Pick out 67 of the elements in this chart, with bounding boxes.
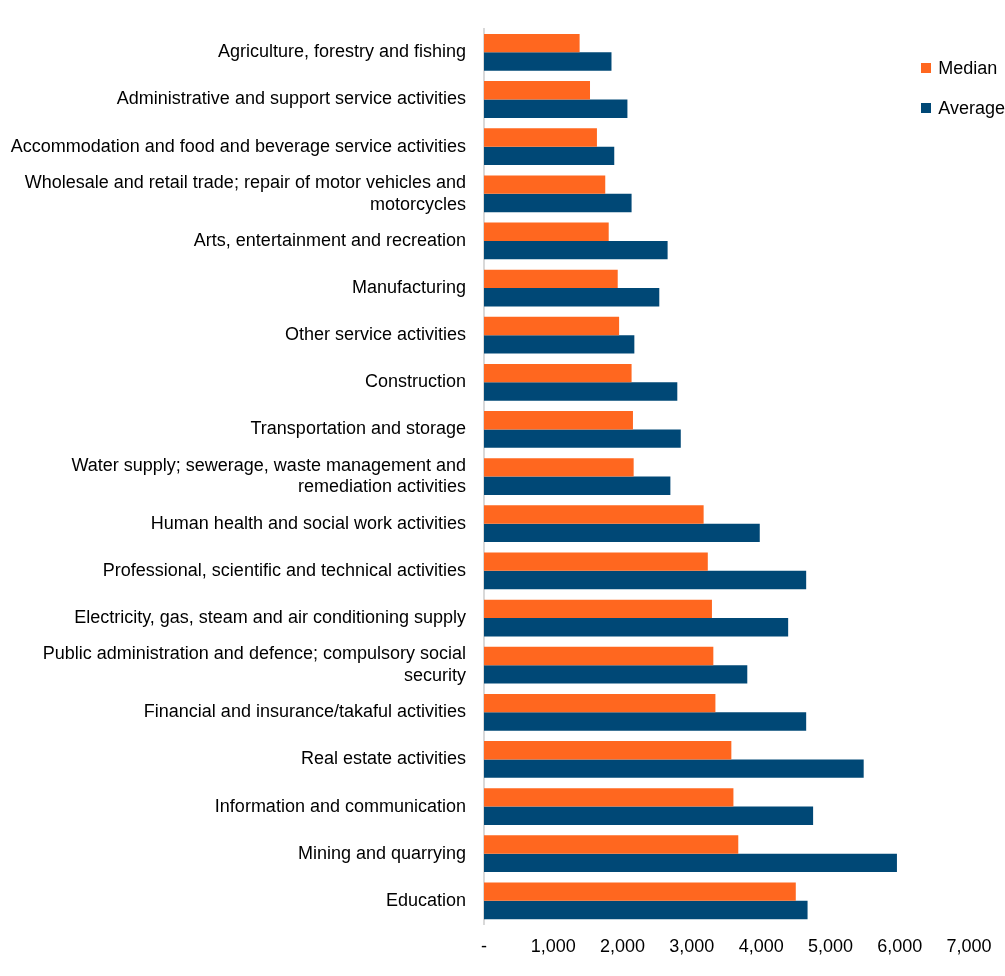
x-tick-label: 7,000: [946, 936, 992, 957]
bar: [484, 570, 807, 590]
x-tick-label: 6,000: [877, 936, 923, 957]
y-tick-label: Mining and quarrying: [297, 842, 466, 863]
y-tick-label: Accommodation and food and beverage service activities: [10, 135, 466, 156]
x-tick-label: 5,000: [807, 936, 853, 957]
bar: [484, 52, 612, 71]
bar: [484, 552, 708, 571]
bar: [484, 712, 807, 731]
bar: [484, 81, 591, 100]
bar: [484, 316, 620, 336]
bar: [484, 429, 681, 448]
y-tick-label: Manufacturing: [351, 277, 466, 298]
y-tick-label: Education: [385, 889, 466, 910]
y-tick-label: Electricity, gas, steam and air conditioning supply: [74, 606, 466, 627]
bar: [484, 741, 732, 760]
bar: [484, 240, 668, 260]
bar: [484, 193, 632, 213]
bar: [484, 288, 660, 307]
bar: [484, 382, 678, 401]
y-tick-label: Administrative and support service activities: [116, 88, 466, 109]
legend-label: Median: [938, 57, 998, 79]
x-tick-label: 1,000: [530, 936, 576, 957]
bar: [484, 882, 796, 901]
y-tick-label: Financial and insurance/takaful activities: [143, 701, 466, 722]
y-tick-label: Agriculture, forestry and fishing: [217, 41, 466, 62]
bar: [484, 618, 789, 637]
bar: [484, 693, 716, 713]
legend-label: Average: [938, 97, 1005, 119]
y-tick-label: Human health and social work activities: [150, 512, 466, 533]
x-tick-label: 3,000: [669, 936, 715, 957]
bar: [484, 128, 597, 147]
x-tick-label: 2,000: [600, 936, 646, 957]
y-tick-label: Construction: [364, 371, 466, 392]
bar: [484, 523, 760, 543]
bar: [484, 788, 734, 807]
bar: [484, 33, 580, 53]
bar: [484, 222, 609, 241]
y-tick-label: Public administration and defence; compulsory social security: [42, 643, 466, 685]
bar: [484, 599, 712, 619]
y-tick-label: Professional, scientific and technical activities: [102, 559, 466, 580]
bar: [484, 646, 714, 666]
x-tick-label: -: [481, 936, 487, 957]
bar: [484, 665, 748, 684]
bar: [484, 335, 635, 354]
y-tick-label: Information and communication: [214, 795, 466, 816]
bar: [484, 269, 618, 289]
y-tick-label: Real estate activities: [300, 748, 466, 769]
y-tick-label: Transportation and storage: [250, 418, 466, 439]
y-tick-label: Arts, entertainment and recreation: [193, 229, 466, 250]
bar: [484, 458, 634, 477]
bar: [484, 505, 704, 524]
bar: [484, 99, 628, 118]
bar: [484, 806, 814, 825]
y-tick-label: Water supply; sewerage, waste management and remediation activities: [71, 454, 466, 497]
x-tick-label: 4,000: [738, 936, 784, 957]
bar: [484, 175, 606, 194]
bar: [484, 476, 671, 495]
bar: [484, 759, 864, 778]
y-tick-label: Wholesale and retail trade; repair of motor vehicles and motorcycles: [24, 171, 466, 214]
bar: [484, 411, 633, 430]
bar: [484, 363, 632, 383]
y-tick-label: Other service activities: [284, 324, 466, 345]
bar: [484, 900, 808, 920]
bar: [484, 835, 739, 854]
bar: [484, 853, 897, 873]
bar: [484, 146, 615, 166]
